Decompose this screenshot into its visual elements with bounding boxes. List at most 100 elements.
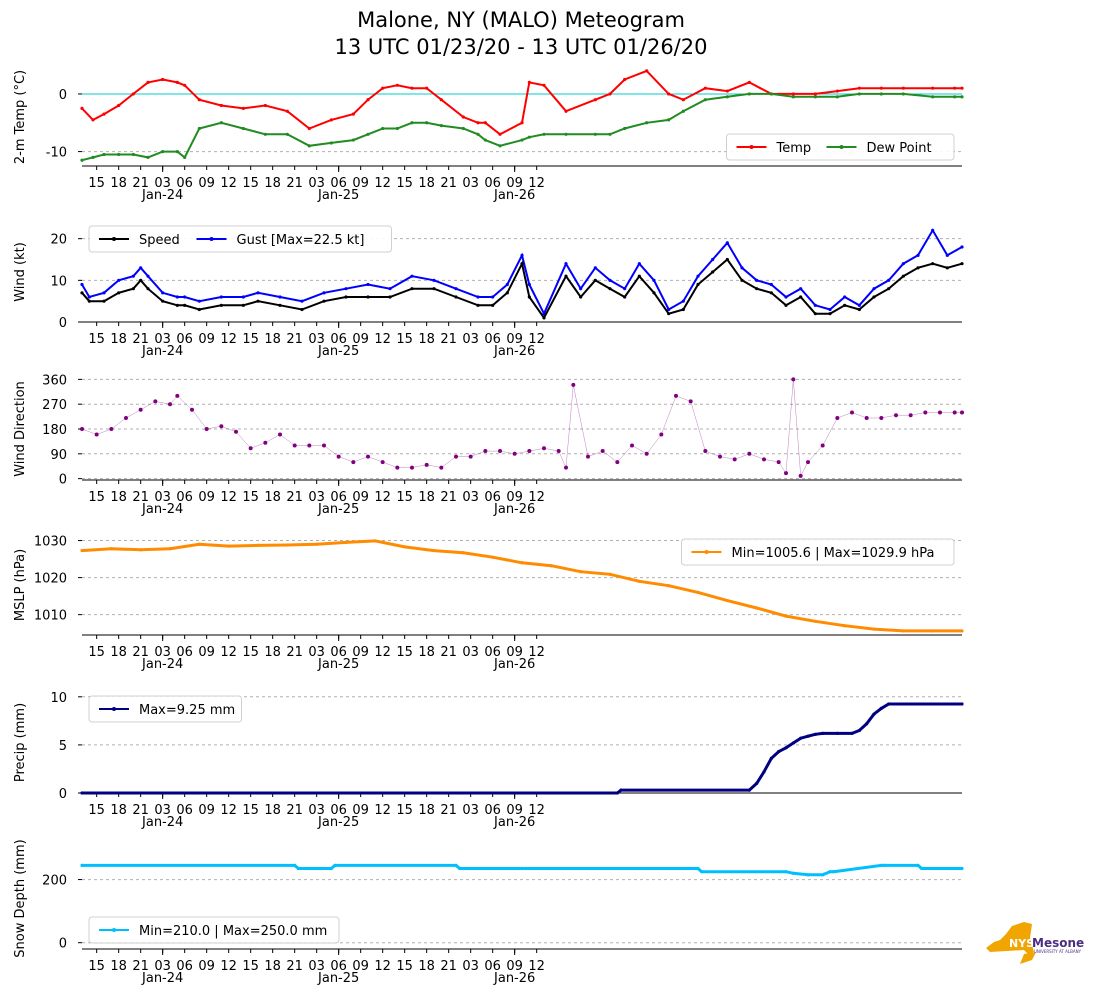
- data-point-temp: [381, 86, 385, 90]
- x-tick-label: 18: [418, 490, 435, 505]
- x-date-label: Jan-25: [317, 502, 359, 517]
- series-line-temp: [81, 69, 962, 136]
- data-point-value: [696, 590, 700, 595]
- x-tick-label: 18: [110, 490, 127, 505]
- x-tick-label: 12: [528, 959, 545, 974]
- wind-direction-point: [835, 415, 840, 420]
- x-tick-label: 03: [462, 332, 479, 347]
- data-point-value: [285, 543, 289, 547]
- legend-label: Dew Point: [867, 141, 932, 156]
- data-point-temp: [960, 86, 964, 90]
- data-point-temp: [366, 98, 370, 102]
- panel-4: 1010 1020 1030 15 18 21 03 06 09 12 15 18 21 03 06 09 12…: [13, 535, 964, 672]
- panel-5: 0 5 10 15 18 21 03 06 09 12 15 18 21 03 06 09 12 15 18 21 03…: [13, 691, 964, 830]
- legend-box: [88, 225, 392, 253]
- data-point-value: [373, 539, 377, 543]
- data-point-value: [791, 871, 795, 875]
- x-tick-label: 15: [396, 959, 413, 974]
- data-point-dew: [747, 92, 751, 96]
- y-tick-label: 0: [59, 787, 67, 802]
- wind-direction-point: [564, 465, 568, 470]
- data-point-dew: [476, 132, 480, 136]
- data-point-value: [432, 548, 436, 553]
- data-point-speed: [300, 307, 304, 312]
- data-point-temp: [91, 118, 95, 122]
- data-point-gust: [241, 295, 245, 299]
- wind-direction-point: [322, 443, 326, 448]
- x-tick-label: 09: [198, 645, 215, 660]
- data-point-temp: [542, 83, 546, 87]
- y-tick-label: 10: [50, 274, 67, 289]
- data-point-temp: [703, 86, 707, 90]
- data-point-dew: [791, 95, 795, 99]
- data-point-temp: [527, 80, 531, 85]
- data-point-dew: [608, 132, 612, 136]
- x-tick-label: 06: [330, 490, 347, 505]
- wind-direction-point: [454, 454, 458, 459]
- data-point-gust: [410, 274, 414, 278]
- x-tick-label: 15: [396, 332, 413, 347]
- wind-direction-point: [292, 443, 297, 448]
- data-point-speed: [139, 278, 143, 282]
- data-point-gust: [813, 303, 817, 307]
- x-tick-label: 12: [528, 803, 545, 818]
- x-date-label: Jan-26: [493, 344, 535, 359]
- data-point-speed: [681, 307, 685, 312]
- data-point-speed: [901, 274, 905, 278]
- x-tick-label: 12: [220, 490, 237, 505]
- data-point-temp: [623, 77, 627, 82]
- data-point-value: [828, 870, 832, 874]
- data-point-gust: [564, 262, 568, 266]
- data-point-temp: [725, 89, 729, 93]
- wind-direction-point: [527, 449, 532, 454]
- data-point-temp: [102, 112, 106, 116]
- data-point-value: [865, 722, 869, 726]
- panel-1: 0 -10 15 18 21 03 06 09 12 15 18 21 03 06 09 12 15 18 21 03…: [13, 69, 964, 203]
- data-point-gust: [278, 295, 282, 299]
- x-tick-label: 09: [506, 959, 523, 974]
- wind-direction-point: [512, 451, 517, 456]
- data-point-gust: [696, 274, 700, 278]
- y-tick-label: 90: [50, 448, 67, 463]
- wind-direction-point: [380, 460, 385, 465]
- x-date-label: Jan-24: [141, 502, 183, 517]
- data-point-value: [579, 570, 583, 574]
- data-point-speed: [454, 295, 458, 299]
- y-tick-label: 0: [59, 316, 67, 331]
- data-point-speed: [410, 287, 414, 291]
- data-point-gust: [80, 282, 84, 287]
- data-point-speed: [945, 266, 949, 270]
- data-point-speed: [960, 262, 964, 266]
- data-point-temp: [263, 103, 267, 108]
- x-tick-label: 09: [352, 176, 369, 191]
- data-point-value: [491, 555, 495, 559]
- x-tick-label: 03: [308, 332, 325, 347]
- x-tick-label: 09: [506, 176, 523, 191]
- data-point-temp: [146, 80, 150, 85]
- data-point-speed: [696, 282, 700, 287]
- data-point-value: [747, 788, 751, 792]
- wind-direction-point: [336, 454, 341, 459]
- data-point-dew: [351, 138, 355, 142]
- data-point-gust: [637, 262, 641, 266]
- x-tick-label: 06: [176, 176, 193, 191]
- data-point-speed: [80, 291, 84, 295]
- data-point-gust: [175, 295, 179, 299]
- x-tick-label: 15: [242, 803, 259, 818]
- y-tick-label: 360: [42, 373, 67, 388]
- x-tick-label: 09: [352, 803, 369, 818]
- x-tick-label: 21: [440, 176, 457, 191]
- data-point-speed: [857, 307, 861, 312]
- data-point-gust: [740, 266, 744, 270]
- x-tick-label: 03: [308, 959, 325, 974]
- data-point-gust: [667, 307, 671, 312]
- y-axis-label: Wind Direction: [13, 381, 28, 477]
- data-point-speed: [388, 295, 392, 299]
- data-point-dew: [102, 152, 106, 157]
- wind-direction-point: [806, 460, 810, 465]
- data-point-gust: [931, 228, 935, 232]
- data-point-gust: [960, 245, 964, 249]
- x-tick-label: 12: [374, 490, 391, 505]
- data-point-temp: [439, 98, 443, 102]
- data-point-gust: [711, 257, 715, 262]
